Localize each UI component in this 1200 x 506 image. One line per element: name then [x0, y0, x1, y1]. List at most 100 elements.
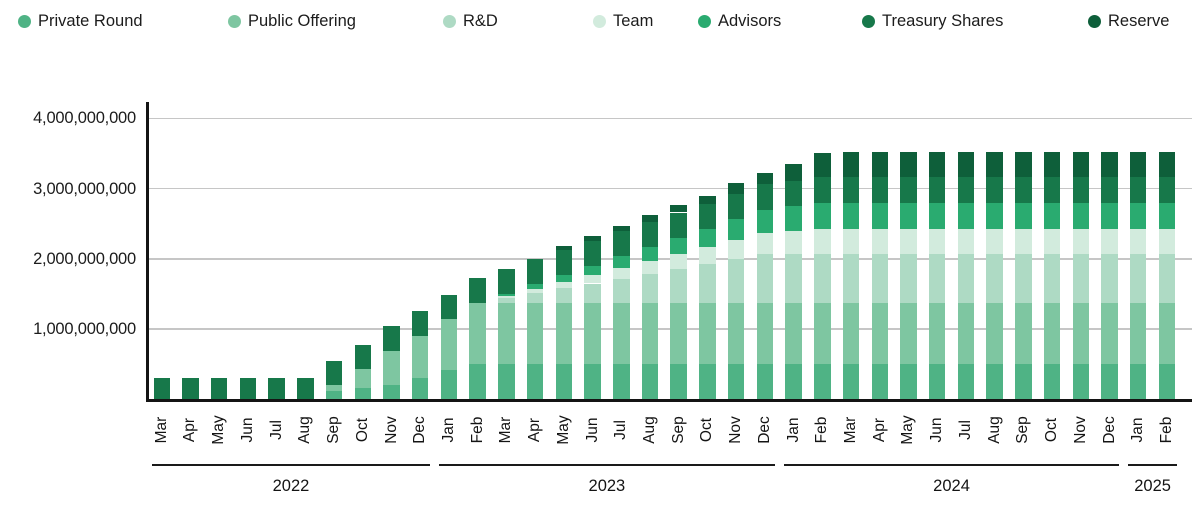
bar-segment [1129, 152, 1147, 178]
bar-segment [1043, 152, 1061, 178]
bar-segment [498, 364, 515, 400]
bar-segment [526, 284, 544, 290]
bar-segment [1015, 177, 1032, 203]
bar-segment [928, 364, 946, 400]
bar-segment [1129, 228, 1147, 254]
bar-segment [699, 246, 716, 264]
bar-segment [584, 240, 601, 266]
bar-segment [900, 253, 917, 304]
legend-dot-icon [698, 15, 711, 28]
bar-segment [1072, 177, 1090, 203]
month-tick-label: Jun [238, 417, 256, 443]
bar-segment [526, 293, 544, 304]
bar-segment [727, 193, 745, 219]
bar-segment [354, 344, 372, 370]
legend-dot-icon [593, 15, 606, 28]
bar-segment [641, 303, 659, 365]
bar-segment [498, 298, 515, 304]
bar-segment [411, 310, 429, 336]
legend-label: Private Round [38, 12, 143, 30]
bar-segment [555, 246, 573, 250]
bar-segment [1101, 253, 1118, 304]
bar-segment [469, 303, 486, 365]
bar-segment [498, 294, 515, 297]
bar-segment [1129, 253, 1147, 304]
month-tick-label: Jun [928, 417, 946, 443]
legend-dot-icon [862, 15, 875, 28]
bar-segment [1043, 177, 1061, 203]
bar-segment [584, 265, 601, 276]
bar-segment [1043, 228, 1061, 254]
bar-segment [325, 385, 343, 392]
bar-segment [756, 184, 774, 210]
month-tick-label: Aug [296, 416, 314, 444]
bar-segment [555, 275, 573, 283]
bar-segment [239, 377, 257, 400]
legend-label: Team [613, 12, 654, 30]
bar-segment [785, 163, 802, 181]
bar-segment [526, 303, 544, 365]
bar-segment [1158, 253, 1176, 304]
bar-segment [297, 377, 314, 400]
bar-segment [1129, 202, 1147, 229]
month-tick-label: Jul [267, 420, 285, 440]
legend-dot-icon [1088, 15, 1101, 28]
bar-segment [699, 195, 716, 205]
year-label: 2022 [272, 477, 310, 495]
y-tick-label: 4,000,000,000 [33, 109, 136, 128]
bar-segment [641, 364, 659, 400]
bar-segment [1072, 364, 1090, 400]
bar-segment [699, 204, 716, 230]
month-tick-label: Feb [813, 416, 831, 444]
bar-segment [928, 303, 946, 365]
bar-segment [986, 202, 1003, 229]
month-tick-label: Jul [956, 420, 974, 440]
bar-segment [613, 256, 630, 269]
bar-segment [842, 228, 860, 254]
bar-segment [1015, 152, 1032, 178]
bar-segment [613, 303, 630, 365]
bar-segment [756, 209, 774, 233]
bar-segment [727, 182, 745, 194]
bar-segment [871, 253, 888, 304]
bar-segment [555, 249, 573, 276]
bar-segment [584, 303, 601, 365]
bar-segment [1043, 253, 1061, 304]
bar-segment [325, 360, 343, 386]
bar-segment [785, 180, 802, 207]
bar-segment [785, 253, 802, 304]
month-tick-label: Nov [382, 416, 400, 444]
bar-segment [756, 364, 774, 400]
month-tick-label: Jan [439, 417, 457, 443]
bar-segment [411, 378, 429, 400]
y-tick-label: 1,000,000,000 [33, 320, 136, 339]
bar-segment [957, 177, 975, 203]
bar-segment [641, 215, 659, 222]
bar-segment [584, 236, 601, 241]
y-gridline [148, 187, 1192, 190]
bar-segment [842, 177, 860, 203]
bar-segment [670, 204, 687, 213]
bar-segment [785, 206, 802, 231]
year-divider-line [1128, 464, 1177, 466]
bar-segment [411, 335, 429, 379]
bar-segment [699, 263, 716, 304]
legend-dot-icon [443, 15, 456, 28]
year-label: 2024 [933, 477, 970, 495]
bar-segment [842, 202, 860, 229]
bar-segment [613, 278, 630, 304]
year-label: 2023 [588, 477, 626, 495]
bar-segment [871, 364, 888, 400]
bar-segment [957, 202, 975, 229]
bar-segment [900, 152, 917, 178]
year-divider-line [439, 464, 775, 466]
bar-segment [1158, 152, 1176, 178]
bar-segment [268, 377, 285, 400]
legend-dot-icon [228, 15, 241, 28]
bar-segment [699, 364, 716, 400]
bar-segment [325, 391, 343, 400]
bar-segment [785, 303, 802, 365]
legend: Private Round Public Offering R&D Team Advis… [0, 0, 1200, 42]
bar-segment [440, 319, 458, 370]
bar-segment [555, 303, 573, 365]
